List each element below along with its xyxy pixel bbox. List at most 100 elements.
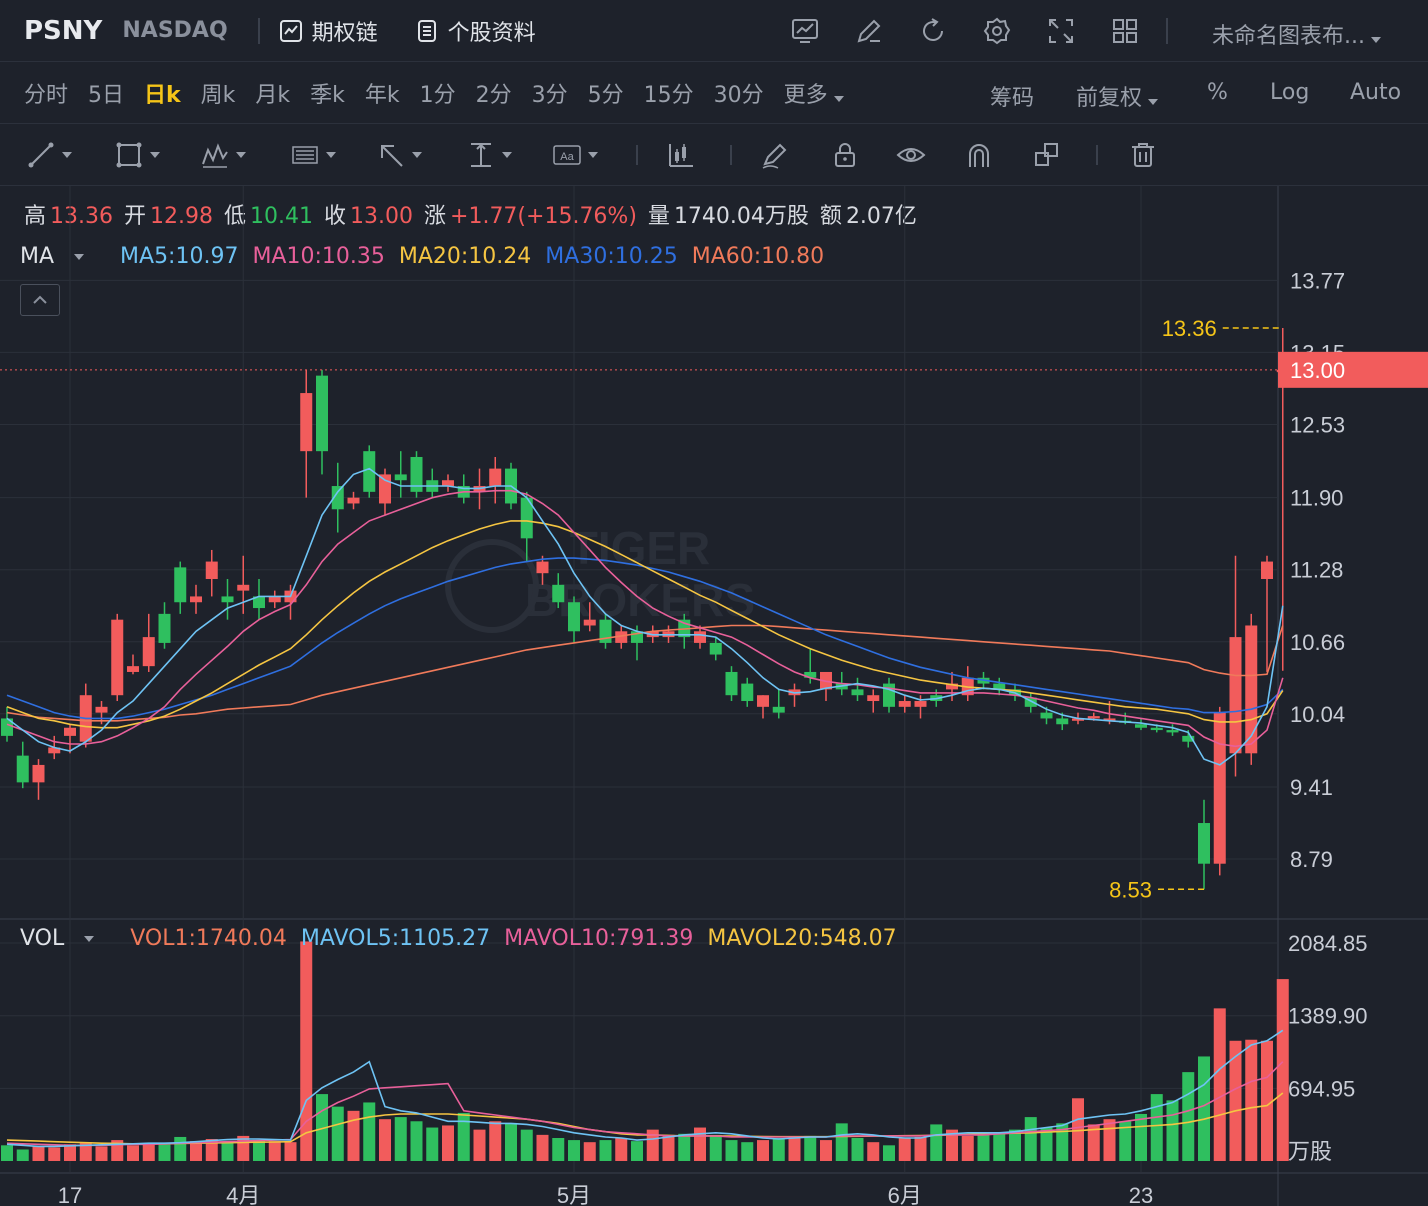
chart-layout-select[interactable]: 未命名图表布...	[1212, 18, 1381, 50]
candle-body[interactable]	[741, 683, 754, 702]
vertical-measure-tool[interactable]	[466, 138, 512, 172]
candle-body[interactable]	[709, 642, 722, 655]
delete-tool[interactable]	[1128, 138, 1158, 172]
candle-body[interactable]	[363, 451, 376, 492]
candle-body[interactable]	[867, 695, 880, 702]
candle-body[interactable]	[552, 584, 565, 603]
candle-body[interactable]	[993, 683, 1006, 690]
candle-body[interactable]	[1087, 716, 1100, 719]
candle-body[interactable]	[883, 683, 895, 707]
candle-body[interactable]	[1166, 730, 1179, 733]
candle-body[interactable]	[111, 619, 124, 696]
grid-layout-icon[interactable]	[1108, 14, 1142, 48]
company-profile-button[interactable]: 个股资料	[414, 15, 536, 47]
candle-body[interactable]	[253, 596, 265, 609]
candle-body[interactable]	[1135, 724, 1147, 728]
period-5day[interactable]: 5日	[88, 82, 125, 108]
candle-body[interactable]	[16, 755, 29, 783]
candle-body[interactable]	[772, 706, 785, 713]
indicator-tool[interactable]	[666, 138, 696, 172]
candle-body[interactable]	[757, 695, 769, 707]
edit-icon[interactable]	[852, 14, 886, 48]
candle-body[interactable]	[1198, 823, 1210, 864]
candle-body[interactable]	[851, 689, 864, 696]
candle-body[interactable]	[631, 631, 643, 643]
candle-body[interactable]	[95, 706, 108, 713]
candle-body[interactable]	[190, 596, 202, 603]
candle-body[interactable]	[898, 701, 911, 707]
period-quarterly[interactable]: 季k	[310, 82, 345, 108]
percent-toggle[interactable]: %	[1207, 80, 1228, 105]
period-15min[interactable]: 15分	[643, 82, 694, 108]
log-toggle[interactable]: Log	[1270, 80, 1310, 105]
candle-body[interactable]	[300, 393, 313, 452]
period-more[interactable]: 更多	[784, 77, 844, 109]
candle-body[interactable]	[725, 671, 738, 696]
lock-tool[interactable]	[830, 138, 860, 172]
candle-body[interactable]	[379, 474, 391, 504]
candle-body[interactable]	[694, 631, 706, 643]
candle-body[interactable]	[394, 474, 407, 481]
candle-body[interactable]	[914, 701, 927, 707]
trend-chart-icon[interactable]	[788, 14, 822, 48]
candle-body[interactable]	[1261, 561, 1273, 579]
candle-body[interactable]	[1024, 697, 1037, 707]
magnet-tool[interactable]	[964, 138, 994, 172]
pattern-tool[interactable]	[200, 138, 246, 172]
candle-body[interactable]	[1, 718, 13, 736]
period-5min[interactable]: 5分	[587, 82, 624, 108]
candle-body[interactable]	[568, 602, 580, 632]
text-tool[interactable]: Aa	[552, 138, 598, 172]
chips-button[interactable]: 筹码	[990, 86, 1035, 111]
candle-body[interactable]	[268, 596, 281, 603]
candle-body[interactable]	[48, 747, 61, 754]
layers-tool[interactable]	[1032, 138, 1062, 172]
candle-body[interactable]	[1150, 727, 1163, 731]
candle-body[interactable]	[32, 764, 45, 783]
refresh-icon[interactable]	[916, 14, 950, 48]
period-2min[interactable]: 2分	[475, 82, 512, 108]
visibility-tool[interactable]	[896, 138, 926, 172]
candle-body[interactable]	[347, 497, 360, 504]
period-weekly[interactable]: 周k	[200, 82, 236, 108]
candle-body[interactable]	[1056, 718, 1069, 725]
fullscreen-icon[interactable]	[1044, 14, 1078, 48]
period-1min[interactable]: 1分	[419, 82, 456, 108]
brush-tool[interactable]	[760, 138, 790, 172]
candle-body[interactable]	[237, 584, 250, 591]
candle-body[interactable]	[1182, 735, 1195, 742]
candle-body[interactable]	[442, 480, 454, 487]
candle-body[interactable]	[1245, 625, 1258, 754]
candle-body[interactable]	[615, 631, 628, 643]
settings-gear-icon[interactable]	[980, 14, 1014, 48]
candle-body[interactable]	[316, 375, 328, 452]
fibonacci-tool[interactable]	[290, 138, 336, 172]
candle-body[interactable]	[1213, 712, 1226, 864]
auto-toggle[interactable]: Auto	[1350, 80, 1402, 105]
adjust-select[interactable]: 前复权	[1076, 80, 1159, 112]
candle-body[interactable]	[174, 567, 187, 603]
candle-body[interactable]	[221, 596, 234, 603]
candle-body[interactable]	[127, 666, 139, 672]
candle-body[interactable]	[142, 637, 155, 667]
period-30min[interactable]: 30分	[713, 82, 764, 108]
arrow-tool[interactable]	[376, 138, 422, 172]
candle-body[interactable]	[946, 683, 958, 690]
candle-body[interactable]	[331, 486, 344, 510]
candle-body[interactable]	[1103, 718, 1116, 721]
period-intraday[interactable]: 分时	[24, 82, 69, 108]
candlestick-chart[interactable]: 13.7713.1512.5311.9011.2810.6610.049.418…	[0, 186, 1428, 1206]
candle-body[interactable]	[1072, 718, 1084, 721]
rectangle-tool[interactable]	[114, 138, 160, 172]
candle-body[interactable]	[1040, 712, 1053, 719]
trend-line-tool[interactable]	[26, 138, 72, 172]
candle-body[interactable]	[583, 619, 596, 626]
period-monthly[interactable]: 月k	[255, 82, 291, 108]
collapse-legend-button[interactable]	[20, 284, 60, 316]
candle-body[interactable]	[536, 561, 549, 574]
option-chain-button[interactable]: 期权链	[278, 15, 378, 47]
candle-body[interactable]	[410, 456, 423, 492]
candle-body[interactable]	[804, 671, 817, 678]
vol-indicator-select[interactable]: VOL	[20, 926, 108, 951]
candle-body[interactable]	[64, 727, 76, 736]
